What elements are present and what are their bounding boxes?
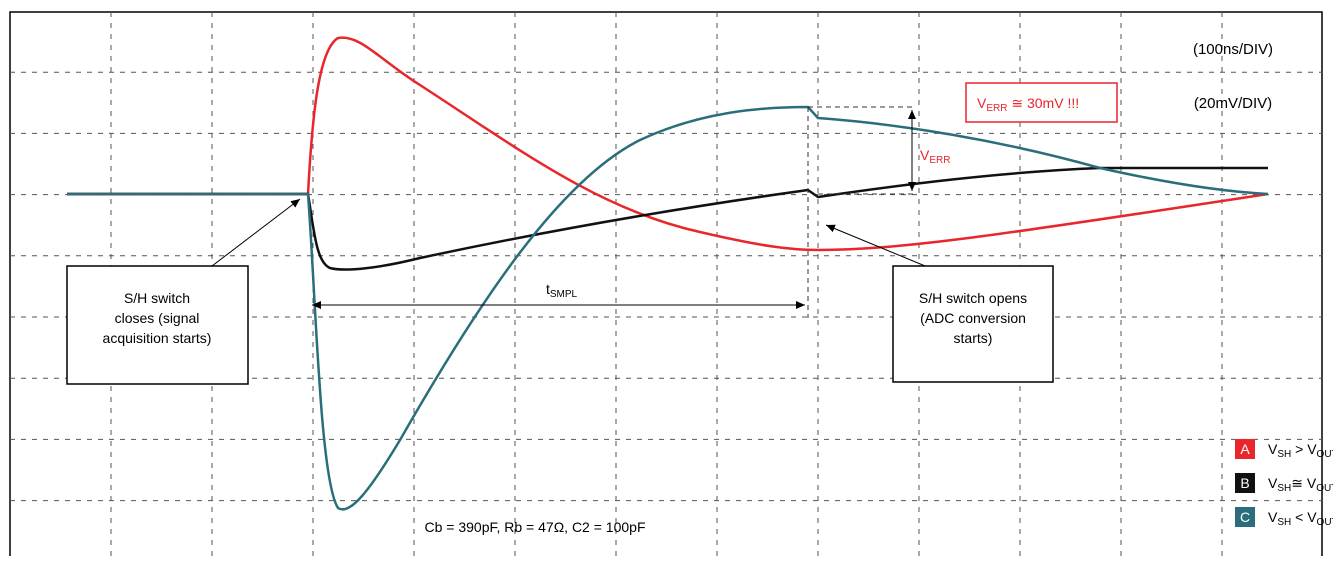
legend-label: VSH≅ VOUT	[1268, 475, 1333, 494]
box-line: closes (signal	[115, 310, 200, 326]
tsmpl-label: tSMPL	[546, 281, 578, 300]
pointer	[211, 198, 301, 267]
text: OUT	[1316, 483, 1333, 494]
text: SH	[1277, 449, 1291, 460]
legend-swatch	[1235, 439, 1255, 459]
curve-a	[67, 36, 1269, 252]
legend-label: VSH < VOUT	[1268, 509, 1333, 528]
box-line: starts)	[954, 330, 993, 346]
annotation-box	[892, 265, 1054, 383]
text: > V	[1291, 441, 1317, 457]
error-note: VERR ≅ 30mV !!!	[977, 95, 1079, 114]
text: ≅ V	[1291, 475, 1317, 491]
voltage-scale: (20mV/DIV)	[1194, 95, 1272, 112]
text: ERR	[929, 155, 950, 166]
curve-b	[67, 166, 1268, 271]
legend-key: A	[1240, 441, 1250, 457]
annotation-box	[66, 265, 249, 385]
legend-swatch	[1235, 473, 1255, 493]
annotation-text: S/H switch closes (signal acquisition star…	[103, 290, 1028, 346]
frame	[9, 11, 1323, 561]
text: SMPL	[550, 289, 578, 300]
box-line: S/H switch	[124, 290, 190, 306]
text: V	[920, 147, 930, 163]
legend-swatch	[1235, 507, 1255, 527]
text: t	[546, 281, 550, 297]
text: OUT	[1317, 449, 1333, 460]
text: ERR	[986, 103, 1007, 114]
verr-label: VERR	[920, 147, 950, 166]
error-box	[965, 82, 1118, 123]
marker-lines	[807, 106, 915, 318]
pointer	[825, 224, 931, 269]
box-line: acquisition starts)	[103, 330, 212, 346]
legend-label: VSH > VOUT	[1268, 441, 1333, 460]
grid	[10, 12, 1322, 556]
text: < V	[1291, 509, 1317, 525]
box-line: (ADC conversion	[920, 310, 1026, 326]
time-scale: (100ns/DIV)	[1193, 41, 1273, 58]
caption: Cb = 390pF, Rb = 47Ω, C2 = 100pF	[425, 519, 646, 535]
text: SH	[1277, 517, 1291, 528]
text: V	[1268, 441, 1278, 457]
box-line: S/H switch opens	[919, 290, 1027, 306]
text: V	[1268, 509, 1278, 525]
legend-key: B	[1240, 475, 1249, 491]
text: SH	[1277, 483, 1291, 494]
text: ≅ 30mV !!!	[1007, 95, 1079, 111]
text: V	[977, 95, 987, 111]
curve-c	[67, 105, 1269, 511]
text: OUT	[1317, 517, 1333, 528]
text: V	[1268, 475, 1278, 491]
legend-key: C	[1240, 509, 1250, 525]
